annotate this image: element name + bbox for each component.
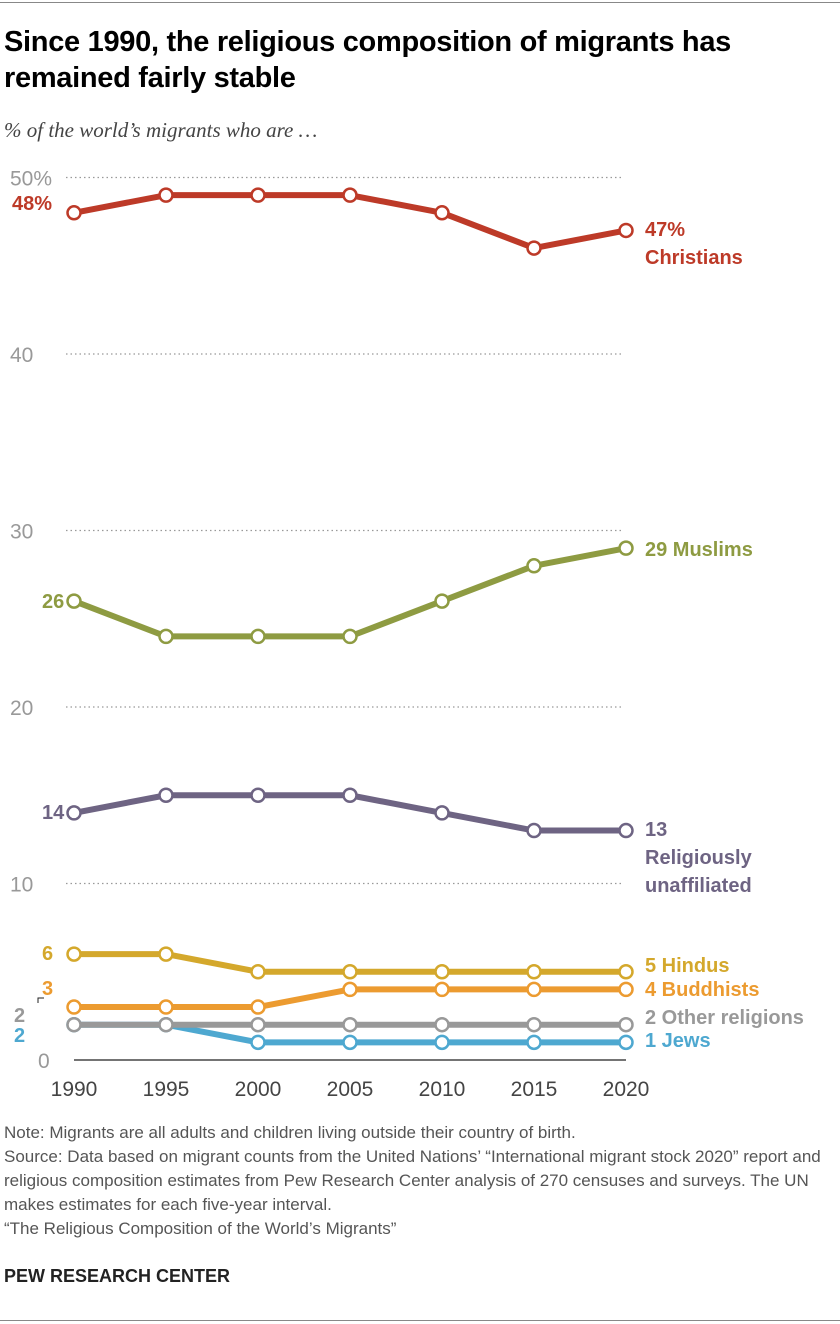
data-point bbox=[158, 1016, 174, 1033]
data-point bbox=[250, 1016, 266, 1033]
series-line-muslims bbox=[72, 545, 627, 640]
y-tick-label: 40 bbox=[10, 344, 33, 367]
data-point bbox=[342, 187, 358, 203]
end-label: 13 bbox=[645, 819, 667, 841]
data-point bbox=[342, 1034, 358, 1051]
start-label: 3 bbox=[42, 978, 53, 1000]
series-line-christians bbox=[73, 192, 627, 252]
data-point bbox=[526, 1016, 542, 1033]
data-point bbox=[526, 822, 542, 839]
data-point bbox=[342, 787, 358, 803]
data-point bbox=[66, 999, 82, 1015]
data-point bbox=[250, 999, 266, 1015]
data-point bbox=[342, 964, 358, 980]
data-point bbox=[250, 628, 266, 645]
data-point bbox=[618, 1016, 634, 1033]
data-point bbox=[66, 205, 82, 221]
data-point bbox=[342, 1016, 358, 1033]
data-point bbox=[342, 628, 358, 645]
end-label: 47% bbox=[645, 219, 685, 241]
end-label: Religiously bbox=[645, 847, 753, 869]
end-label: unaffiliated bbox=[645, 875, 752, 897]
x-tick-label: 2000 bbox=[235, 1078, 282, 1101]
data-point bbox=[158, 787, 174, 803]
report-title: “The Religious Composition of the World’… bbox=[4, 1219, 397, 1238]
data-point bbox=[434, 205, 450, 221]
data-point bbox=[250, 187, 266, 203]
y-tick-label: 30 bbox=[10, 521, 33, 544]
data-point bbox=[158, 187, 174, 203]
end-label: 29 Muslims bbox=[645, 539, 753, 561]
data-point bbox=[434, 1016, 450, 1033]
y-tick-label: 50% bbox=[10, 168, 52, 191]
notes: Note: Migrants are all adults and childr… bbox=[4, 1121, 840, 1241]
y-tick-label: 0 bbox=[38, 1050, 50, 1073]
data-point bbox=[434, 981, 450, 998]
bottom-rule bbox=[0, 1320, 840, 1321]
data-point bbox=[618, 1034, 634, 1051]
data-point bbox=[526, 558, 542, 574]
data-point bbox=[158, 628, 174, 645]
x-tick-label: 1990 bbox=[51, 1078, 98, 1101]
start-label: 48% bbox=[12, 193, 52, 215]
end-label: 5 Hindus bbox=[645, 955, 729, 977]
y-tick-label: 10 bbox=[10, 874, 33, 897]
end-label: Christians bbox=[645, 247, 743, 269]
data-point bbox=[66, 805, 82, 821]
y-tick-label: 20 bbox=[10, 697, 33, 720]
end-label: 4 Buddhists bbox=[645, 979, 759, 1001]
data-point bbox=[66, 593, 82, 609]
data-point bbox=[618, 822, 634, 839]
data-point bbox=[158, 999, 174, 1015]
data-point bbox=[618, 540, 634, 556]
note: Note: Migrants are all adults and childr… bbox=[4, 1123, 576, 1142]
data-point bbox=[434, 805, 450, 821]
chart-title: Since 1990, the religious composition of… bbox=[4, 26, 731, 94]
data-point bbox=[66, 946, 82, 962]
end-label: 2 Other religions bbox=[645, 1007, 804, 1029]
x-tick-label: 2020 bbox=[603, 1078, 650, 1101]
x-tick-label: 2005 bbox=[327, 1078, 374, 1101]
data-point bbox=[434, 964, 450, 980]
start-label: 2 bbox=[14, 1025, 25, 1047]
data-point bbox=[434, 593, 450, 609]
x-tick-label: 2015 bbox=[511, 1078, 558, 1101]
data-point bbox=[618, 964, 634, 980]
start-label: 14 bbox=[42, 802, 65, 824]
data-point bbox=[618, 981, 634, 998]
data-point bbox=[618, 222, 634, 239]
top-rule bbox=[0, 2, 840, 3]
start-label: 2 bbox=[14, 1005, 25, 1027]
data-point bbox=[66, 1016, 82, 1033]
data-point bbox=[526, 981, 542, 998]
data-point bbox=[526, 240, 542, 256]
x-tick-label: 2010 bbox=[419, 1078, 466, 1101]
source: Source: Data based on migrant counts fro… bbox=[4, 1147, 821, 1214]
chart-subtitle: % of the world’s migrants who are … bbox=[4, 118, 318, 142]
data-point bbox=[434, 1034, 450, 1051]
end-label: 1 Jews bbox=[645, 1030, 711, 1052]
brand-logo: PEW RESEARCH CENTER bbox=[4, 1266, 231, 1286]
data-point bbox=[250, 1034, 266, 1051]
data-point bbox=[250, 787, 266, 803]
start-label: 26 bbox=[42, 591, 64, 613]
label-bracket bbox=[37, 997, 44, 1003]
data-point bbox=[526, 1034, 542, 1051]
data-point bbox=[158, 946, 174, 962]
data-point bbox=[250, 964, 266, 980]
x-tick-label: 1995 bbox=[143, 1078, 190, 1101]
start-label: 6 bbox=[42, 943, 53, 965]
data-point bbox=[342, 981, 358, 998]
data-point bbox=[526, 964, 542, 980]
